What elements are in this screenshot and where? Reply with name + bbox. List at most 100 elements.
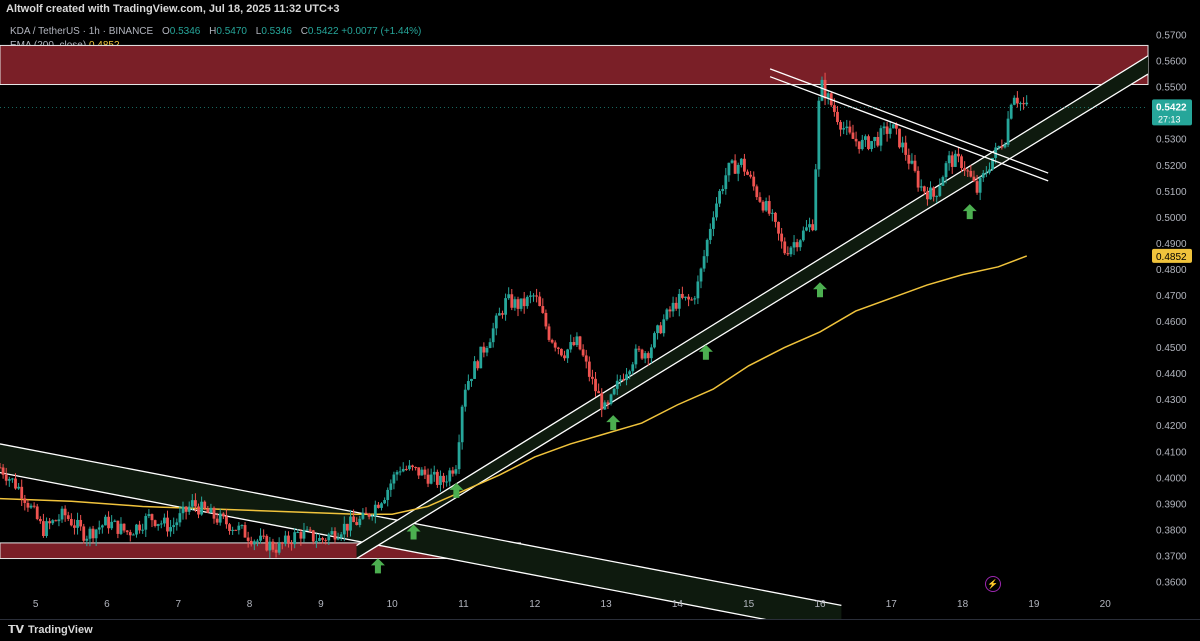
price-tick-label: 0.4100 (1156, 447, 1187, 458)
symbol-legend[interactable]: KDA / TetherUS · 1h · BINANCE O0.5346 H0… (10, 26, 421, 37)
candle-body (1000, 146, 1004, 148)
candle-body (848, 126, 852, 133)
candle-body (398, 471, 402, 473)
candle-body (175, 522, 179, 526)
candle-body (448, 470, 452, 482)
price-chart[interactable]: 0.5700 0.5600 0.5500 0.5300 0.5200 0.5100 0.50… (0, 0, 1200, 619)
candle-body (299, 532, 303, 539)
candle-body (702, 256, 706, 269)
price-tick-label: 0.5300 (1156, 135, 1187, 146)
candle-body (271, 541, 275, 550)
candle-body (287, 535, 290, 544)
candle-body (724, 175, 728, 190)
candle-body (389, 483, 393, 490)
time-tick-label: 20 (1100, 599, 1112, 610)
candle-body (11, 478, 14, 480)
candle-body (674, 302, 678, 309)
candle-body (349, 516, 352, 531)
footer-bar: 𝗧𝗩 TradingView (0, 619, 1200, 641)
candle-body (494, 315, 498, 329)
candle-body (1009, 104, 1013, 119)
candle-body (879, 128, 883, 146)
candle-body (715, 203, 718, 218)
candle-body (457, 442, 461, 470)
candle-body (256, 540, 259, 542)
candle-body (383, 499, 387, 504)
candle-body (712, 217, 715, 229)
candle-body (863, 136, 867, 140)
candle-body (125, 530, 129, 533)
candle-body (947, 155, 951, 164)
candle-body (547, 326, 551, 340)
candle-body (0, 467, 2, 469)
time-tick-label: 10 (387, 599, 399, 610)
candle-body (187, 506, 191, 512)
candle-body (991, 157, 994, 170)
candle-body (352, 516, 355, 523)
trendline-0 (769, 68, 1049, 174)
candle-body (774, 212, 777, 222)
candle-body (26, 502, 30, 508)
candle-body (963, 168, 967, 171)
candle-body (1006, 118, 1010, 145)
candle-body (116, 520, 120, 534)
candle-body (345, 523, 349, 531)
candle-body (1, 467, 5, 475)
candle-body (786, 253, 790, 255)
candle-body (916, 170, 920, 188)
candle-body (749, 174, 753, 177)
candle-body (758, 197, 762, 202)
candle-body (318, 538, 321, 542)
candle-body (944, 163, 948, 178)
symbol-name: KDA / TetherUS · 1h · BINANCE (10, 26, 154, 37)
candle-body (950, 155, 954, 167)
candle-body (628, 371, 632, 375)
candle-body (159, 523, 163, 525)
candle-body (283, 535, 287, 544)
candle-body (364, 512, 368, 514)
candle-body (482, 346, 486, 353)
candle-body (57, 519, 61, 522)
candle-body (680, 293, 684, 298)
candle-body (476, 361, 480, 369)
candle-body (107, 516, 110, 529)
candle-body (339, 534, 343, 538)
flash-icon[interactable]: ⚡ (985, 576, 1001, 592)
candle-body (147, 514, 151, 517)
candle-body (777, 221, 780, 234)
time-tick-label: 18 (957, 599, 969, 610)
candle-body (566, 349, 570, 359)
candle-body (181, 506, 185, 514)
candle-body (420, 469, 424, 476)
channel-upper-1 (356, 55, 1149, 547)
footer-brand-label: TradingView (28, 623, 93, 636)
candle-body (373, 504, 377, 516)
candle-body (966, 170, 970, 172)
price-tick-label: 0.4500 (1156, 343, 1187, 354)
candle-body (491, 328, 495, 343)
candle-body (932, 187, 936, 197)
candle-body (541, 306, 545, 313)
candle-body (131, 534, 135, 536)
candle-body (671, 302, 675, 312)
candle-body (51, 520, 55, 524)
candle-body (45, 521, 48, 536)
candle-body (935, 195, 939, 197)
candle-body (336, 537, 340, 540)
candle-body (618, 379, 622, 381)
candle-body (522, 298, 526, 307)
candle-body (808, 224, 811, 228)
footer-brand[interactable]: 𝗧𝗩 TradingView (8, 623, 93, 637)
candle-body (919, 186, 923, 188)
candle-body (904, 142, 908, 155)
candle-body (225, 516, 228, 525)
candle-body (646, 353, 650, 359)
candle-body (20, 486, 24, 499)
support-arrows (370, 204, 977, 574)
candle-body (606, 402, 610, 404)
candle-body (54, 520, 58, 522)
candle-body (178, 513, 182, 523)
candle-body (873, 136, 877, 142)
candle-body (938, 185, 942, 196)
candle-body (882, 126, 886, 129)
